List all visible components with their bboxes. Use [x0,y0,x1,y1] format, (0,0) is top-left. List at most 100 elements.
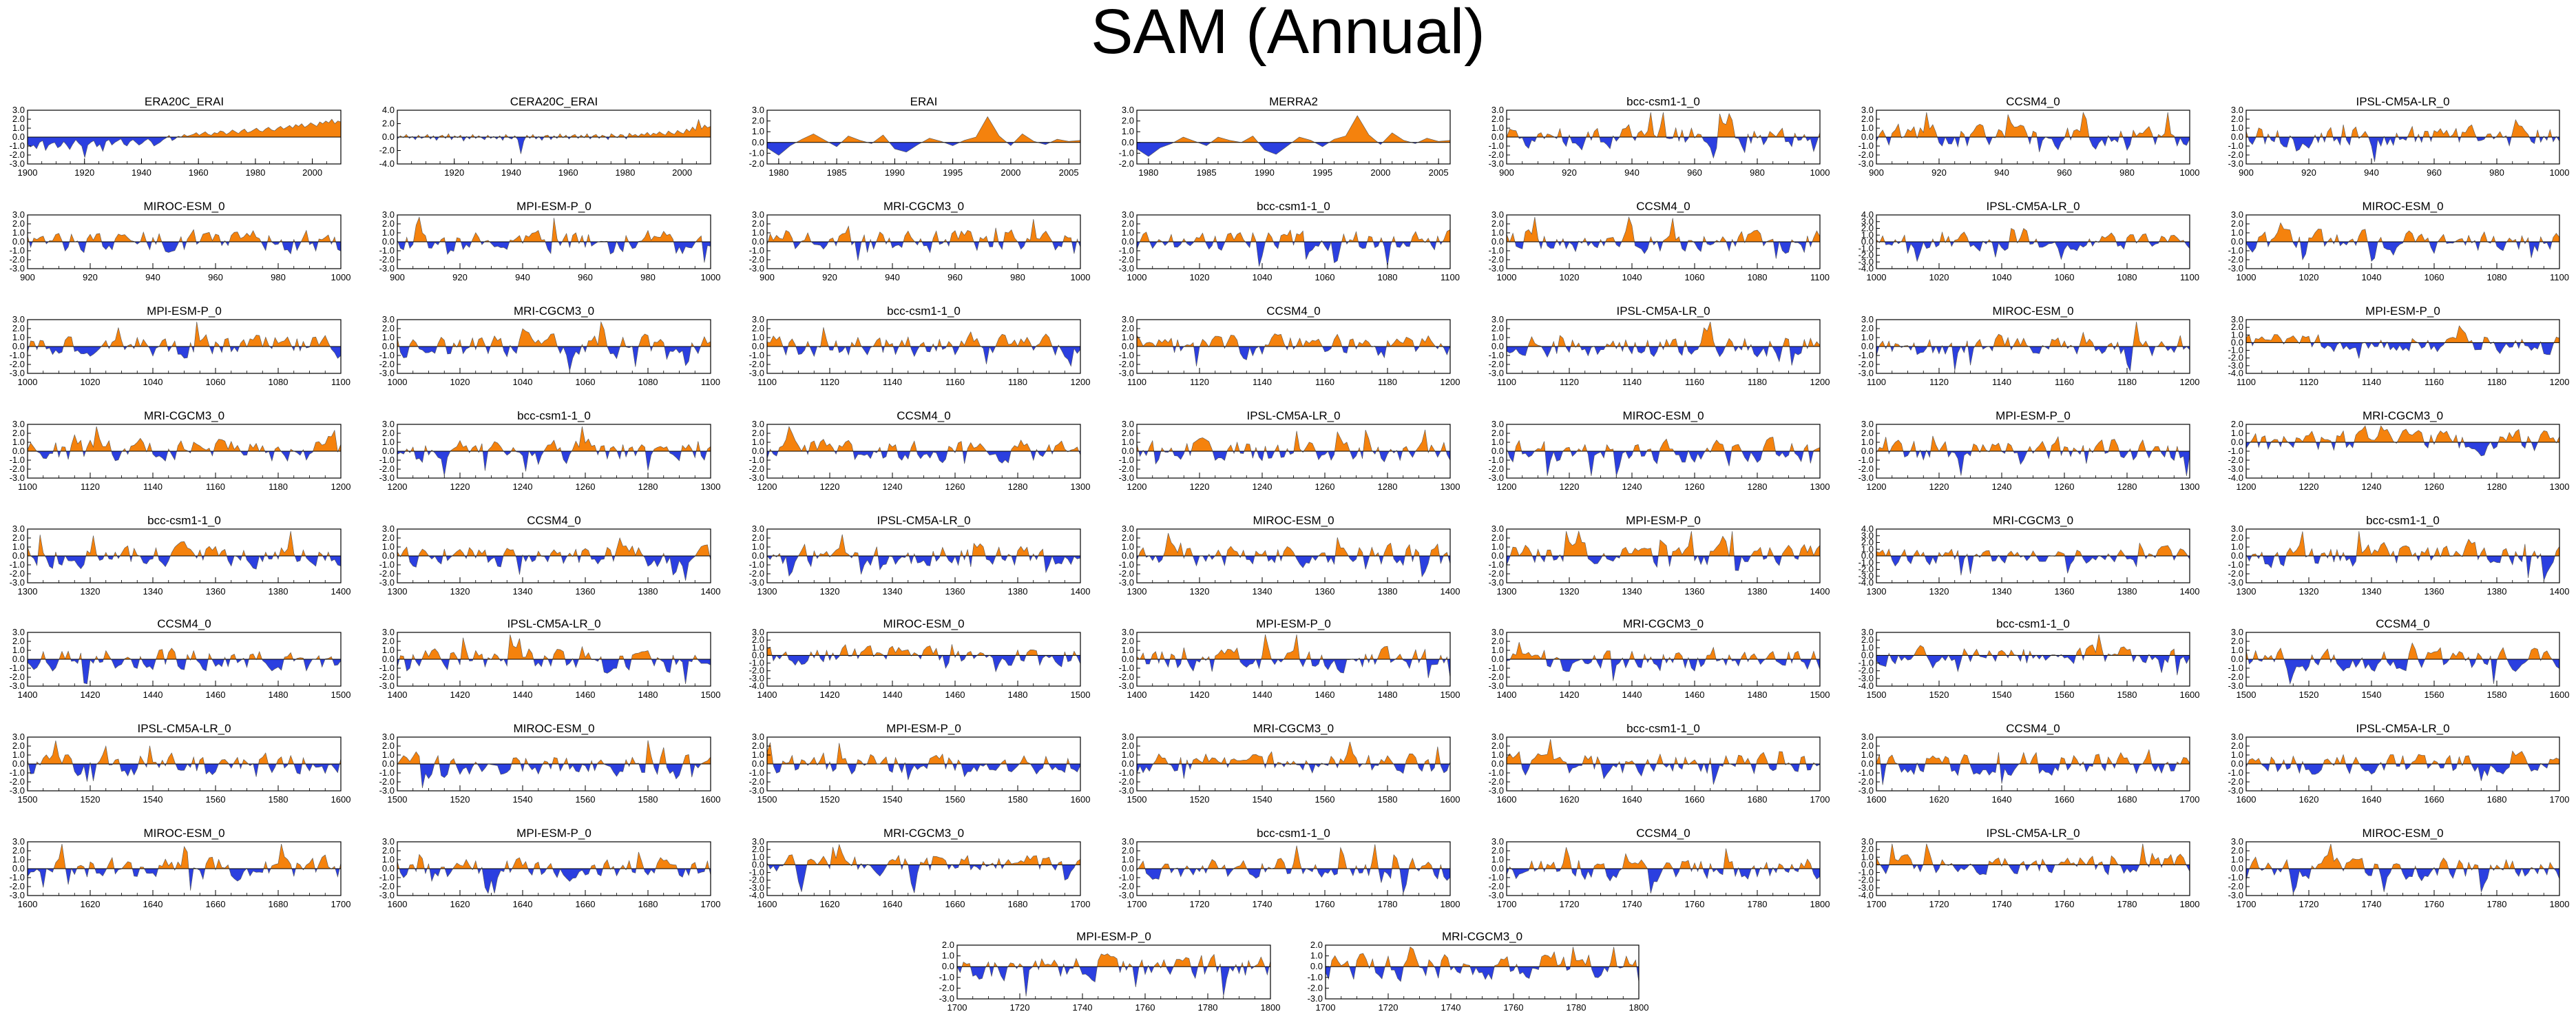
x-tick-label: 1020 [1929,272,1949,282]
x-tick-label: 1380 [1008,586,1028,597]
y-tick-label: -3.0 [2228,681,2243,691]
x-tick-label: 1040 [2362,272,2382,282]
panel-svg: IPSL-CM5A-LR_0 1500 1520 1540 1560 1580 1600 3.… [10,722,351,805]
y-tick-label: 1.0 [12,123,25,133]
y-tick-label: -3.0 [2228,158,2243,169]
x-tick-label: 1660 [576,899,596,909]
y-tick-label: 1.0 [1491,227,1504,238]
x-tick-label: 2005 [1059,167,1079,178]
series-line [1876,749,2190,785]
x-tick-label: 1280 [2117,482,2137,492]
x-tick-label: 1540 [143,794,163,805]
series-line [2245,750,2560,781]
x-tick-label: 1340 [2362,586,2382,597]
plot-frame [766,110,1081,165]
y-tick-label: -3.0 [749,368,764,378]
x-tick-label: 1400 [1810,586,1830,597]
y-tick-label: -2.0 [1119,464,1134,474]
y-tick-label: 2.0 [1491,428,1504,438]
y-tick-label: -4.0 [379,158,395,169]
negative-area [397,451,711,476]
x-tick-label: 1480 [638,690,658,700]
negative-area [1876,451,2190,476]
x-tick-label: 1520 [820,794,840,805]
x-tick-label: 1520 [1190,794,1210,805]
sam-panel: bcc-csm1-1_0 900 920 940 960 980 1000 3.0 2.0 1.0… [1489,94,1830,185]
positive-area [28,741,341,764]
x-tick-label: 1020 [1190,272,1210,282]
y-tick-label: 2.0 [12,636,25,646]
x-tick-label: 1100 [1810,272,1830,282]
x-tick-label: 1560 [2055,690,2075,700]
y-tick-label: 0.0 [12,758,25,769]
x-tick-label: 1580 [2117,690,2137,700]
negative-area [1326,966,1639,982]
y-tick-label: -2.0 [379,568,395,579]
negative-area [1137,451,1450,464]
sam-panel: ERAI 1980 1985 1990 1995 2000 2005 3.0 2.0 1.0 0.0… [749,94,1087,185]
panel-svg: MRI-CGCM3_0 1600 1620 1640 1660 1680 1700 3.02.… [749,827,1091,909]
sam-panel: MIROC-ESM_0 900 920 940 960 980 1000 3.0 2.0 1.0 0… [10,198,351,289]
y-tick-label: 0.0 [1861,650,1874,660]
y-tick-label: -1.0 [749,867,764,878]
series-line [1136,429,1451,465]
x-tick-label: 1440 [143,690,163,700]
panel-title: IPSL-CM5A-LR_0 [1986,827,2080,840]
x-tick-label: 1600 [1867,794,1887,805]
panel-title: IPSL-CM5A-LR_0 [1986,200,2080,213]
x-tick-label: 1780 [1748,899,1768,909]
panel-title: CERA20C_ERAI [510,95,598,108]
x-tick-label: 1440 [1622,690,1642,700]
x-tick-label: 1160 [1685,377,1704,387]
sam-panel: bcc-csm1-1_0 1100 1120 1140 1160 1180 1200 3.0 2… [749,303,1091,394]
panel-svg: MPI-ESM-P_0 1200 1220 1240 1260 1280 1300 3.02.… [1858,409,2200,492]
x-tick-label: 1440 [1253,690,1273,700]
x-tick-label: 1020 [1560,272,1580,282]
y-tick-label: 2.0 [1861,114,1874,124]
sam-panel: bcc-csm1-1_0 1600 1620 1640 1660 1680 1700 3.0 2… [1489,721,1830,811]
x-tick-label: 1400 [1497,690,1517,700]
x-tick-label: 920 [822,272,837,282]
y-tick-label: -3.0 [2228,464,2243,474]
negative-area [1137,764,1450,779]
series-line [397,537,711,581]
series-line [1876,634,2190,676]
y-tick-label: 0.0 [2231,863,2243,873]
positive-area [28,648,341,659]
x-tick-label: 1560 [576,794,596,805]
x-tick-label: 1060 [1685,272,1705,282]
negative-area [28,451,341,462]
y-tick-label: 3.0 [1491,524,1504,534]
series-line [2245,531,2560,581]
y-tick-label: 2.0 [12,114,25,124]
panel-svg: MRI-CGCM3_0 1200 1220 1240 1260 1280 1300 2.01.… [2228,409,2570,492]
panel-svg: CERA20C_ERAI 1920 1940 1960 1980 2000 4.0 2.0 0.… [379,95,711,178]
y-tick-label: 2.0 [1861,323,1874,333]
y-tick-label: 2.0 [1491,323,1504,333]
y-tick-label: -2.0 [10,254,25,265]
y-tick-label: 1.0 [1122,541,1134,552]
y-tick-label: -2.0 [1119,568,1134,579]
panel-svg: MERRA2 1980 1985 1990 1995 2000 2005 3.02.01.00… [1119,95,1451,178]
panel-title: ERA20C_ERAI [145,95,224,108]
sam-panel: MIROC-ESM_0 1500 1520 1540 1560 1580 1600 3.0 2.… [379,721,721,811]
x-tick-label: 1080 [2117,272,2137,282]
y-tick-label: 1.0 [382,332,395,342]
y-tick-label: -2.0 [2228,568,2243,579]
negative-area [28,659,341,684]
series-line [27,648,342,685]
x-tick-label: 1580 [269,794,289,805]
y-tick-label: -1.0 [1858,350,1874,360]
y-tick-label: 1.0 [942,951,954,961]
x-tick-label: 1200 [1127,482,1147,492]
y-tick-label: -3.0 [10,368,25,378]
panel-title: IPSL-CM5A-LR_0 [507,617,600,630]
positive-area [767,219,1080,242]
x-tick-label: 1400 [2550,586,2570,597]
y-tick-label: 2.0 [2231,419,2243,429]
x-tick-label: 1200 [1071,377,1091,387]
x-tick-label: 1440 [883,690,903,700]
x-tick-label: 920 [83,272,98,282]
x-tick-label: 1760 [2425,899,2444,909]
positive-area [1876,634,2190,656]
